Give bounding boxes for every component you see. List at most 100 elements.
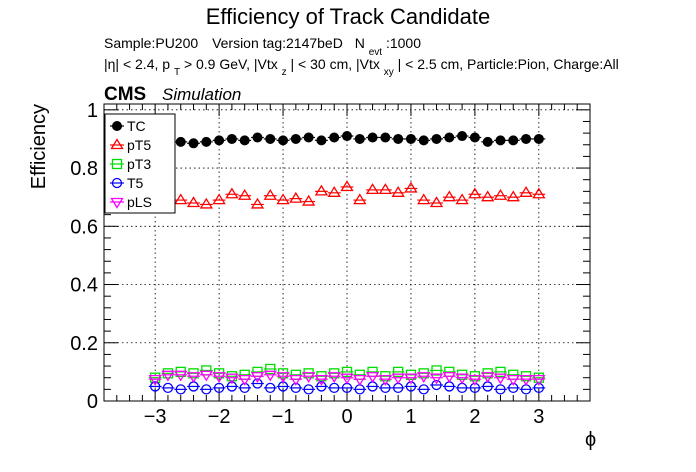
data-point <box>212 372 226 383</box>
data-point <box>290 382 301 394</box>
data-point <box>519 375 533 386</box>
legend-marker <box>111 177 123 189</box>
data-point <box>493 373 508 385</box>
data-point <box>353 193 367 205</box>
legend-marker <box>111 158 123 170</box>
data-point <box>316 135 327 146</box>
data-point <box>199 370 213 382</box>
data-point <box>429 196 444 208</box>
data-point <box>455 193 469 205</box>
data-point <box>290 133 301 144</box>
cuts-pt-sub: T <box>174 67 180 78</box>
x-tick-label: 3 <box>533 406 544 428</box>
data-point <box>481 372 495 383</box>
data-point <box>508 135 519 146</box>
data-point <box>380 382 391 394</box>
data-point <box>225 187 239 199</box>
legend-label: pLS <box>127 194 152 210</box>
y-tick-label: 0.2 <box>70 333 98 355</box>
data-point <box>238 375 252 386</box>
data-point <box>418 384 429 395</box>
legend-label: T5 <box>127 175 144 191</box>
x-tick-label: −1 <box>272 406 295 428</box>
data-point <box>342 131 352 142</box>
data-point <box>457 131 468 142</box>
data-point <box>212 193 226 205</box>
data-point <box>393 133 404 144</box>
cuts-xy-rest: | < 2.5 cm, Particle:Pion, Charge:All <box>398 56 619 72</box>
data-point <box>303 384 314 395</box>
data-point <box>174 193 188 205</box>
data-point <box>301 372 316 383</box>
data-point <box>393 366 404 378</box>
data-point <box>444 132 455 143</box>
data-point <box>353 375 367 386</box>
x-tick-label: 0 <box>341 406 352 428</box>
data-point <box>289 191 303 203</box>
cuts-z-rest: | < 30 cm, |Vtx <box>291 56 380 72</box>
data-point <box>252 378 263 389</box>
legend-marker <box>110 197 124 209</box>
data-point <box>301 194 316 206</box>
data-point <box>329 382 340 394</box>
data-point <box>188 138 199 149</box>
data-point <box>201 384 212 395</box>
series-pls <box>148 370 546 386</box>
data-point <box>341 366 353 378</box>
data-point <box>186 196 201 208</box>
data-point <box>482 136 493 147</box>
data-point <box>442 190 456 202</box>
data-point <box>265 363 276 375</box>
cms-label: CMS <box>104 84 146 105</box>
data-point <box>161 370 175 382</box>
data-point <box>506 190 520 202</box>
data-point <box>391 186 405 197</box>
data-point <box>468 375 482 386</box>
legend-label: pT5 <box>127 137 151 153</box>
data-point <box>213 382 225 394</box>
legend-label: TC <box>127 118 146 134</box>
data-point <box>201 136 212 147</box>
data-point <box>442 372 456 383</box>
data-point <box>532 375 546 386</box>
x-axis-label: ϕ <box>585 429 596 451</box>
data-point <box>508 382 519 394</box>
cuts-pt-rest: > 0.9 GeV, |Vtx <box>184 56 278 72</box>
data-point <box>380 132 391 143</box>
data-point <box>495 135 506 146</box>
data-point <box>150 381 161 392</box>
data-point <box>175 136 186 147</box>
data-point <box>175 384 186 395</box>
x-tick-label: 1 <box>405 406 416 428</box>
data-point <box>404 181 418 193</box>
subtitle-nevt-sub: evt <box>369 47 383 58</box>
chart-title: Efficiency of Track Candidate <box>206 4 491 29</box>
data-point <box>303 132 314 143</box>
data-point <box>250 372 265 383</box>
axes: −3 −2 −1 0 1 2 3 0 0.2 0.4 0.6 0.8 1 <box>70 100 591 428</box>
data-point <box>506 375 520 386</box>
simulation-label: Simulation <box>162 85 241 104</box>
x-tick-label: −2 <box>208 406 231 428</box>
subtitle-sample-line: Sample:PU200 Version tag:2147beD N evt :… <box>104 35 421 58</box>
data-point <box>239 382 250 394</box>
data-point <box>214 135 225 146</box>
data-point <box>226 381 238 392</box>
data-point <box>316 381 327 392</box>
data-point <box>493 188 508 200</box>
data-point <box>327 372 341 383</box>
series-pt5 <box>148 180 546 209</box>
data-point <box>314 375 329 386</box>
legend-marker <box>112 121 122 131</box>
legend-label: pT3 <box>127 156 151 172</box>
data-point <box>521 133 532 144</box>
data-point <box>174 370 188 382</box>
data-point <box>405 381 417 392</box>
data-point <box>404 373 418 385</box>
data-point <box>481 190 495 202</box>
y-axis-label: Efficiency <box>28 104 50 189</box>
data-point <box>278 135 289 146</box>
y-tick-label: 0 <box>87 391 98 413</box>
data-point <box>519 186 533 197</box>
data-point <box>469 132 480 143</box>
